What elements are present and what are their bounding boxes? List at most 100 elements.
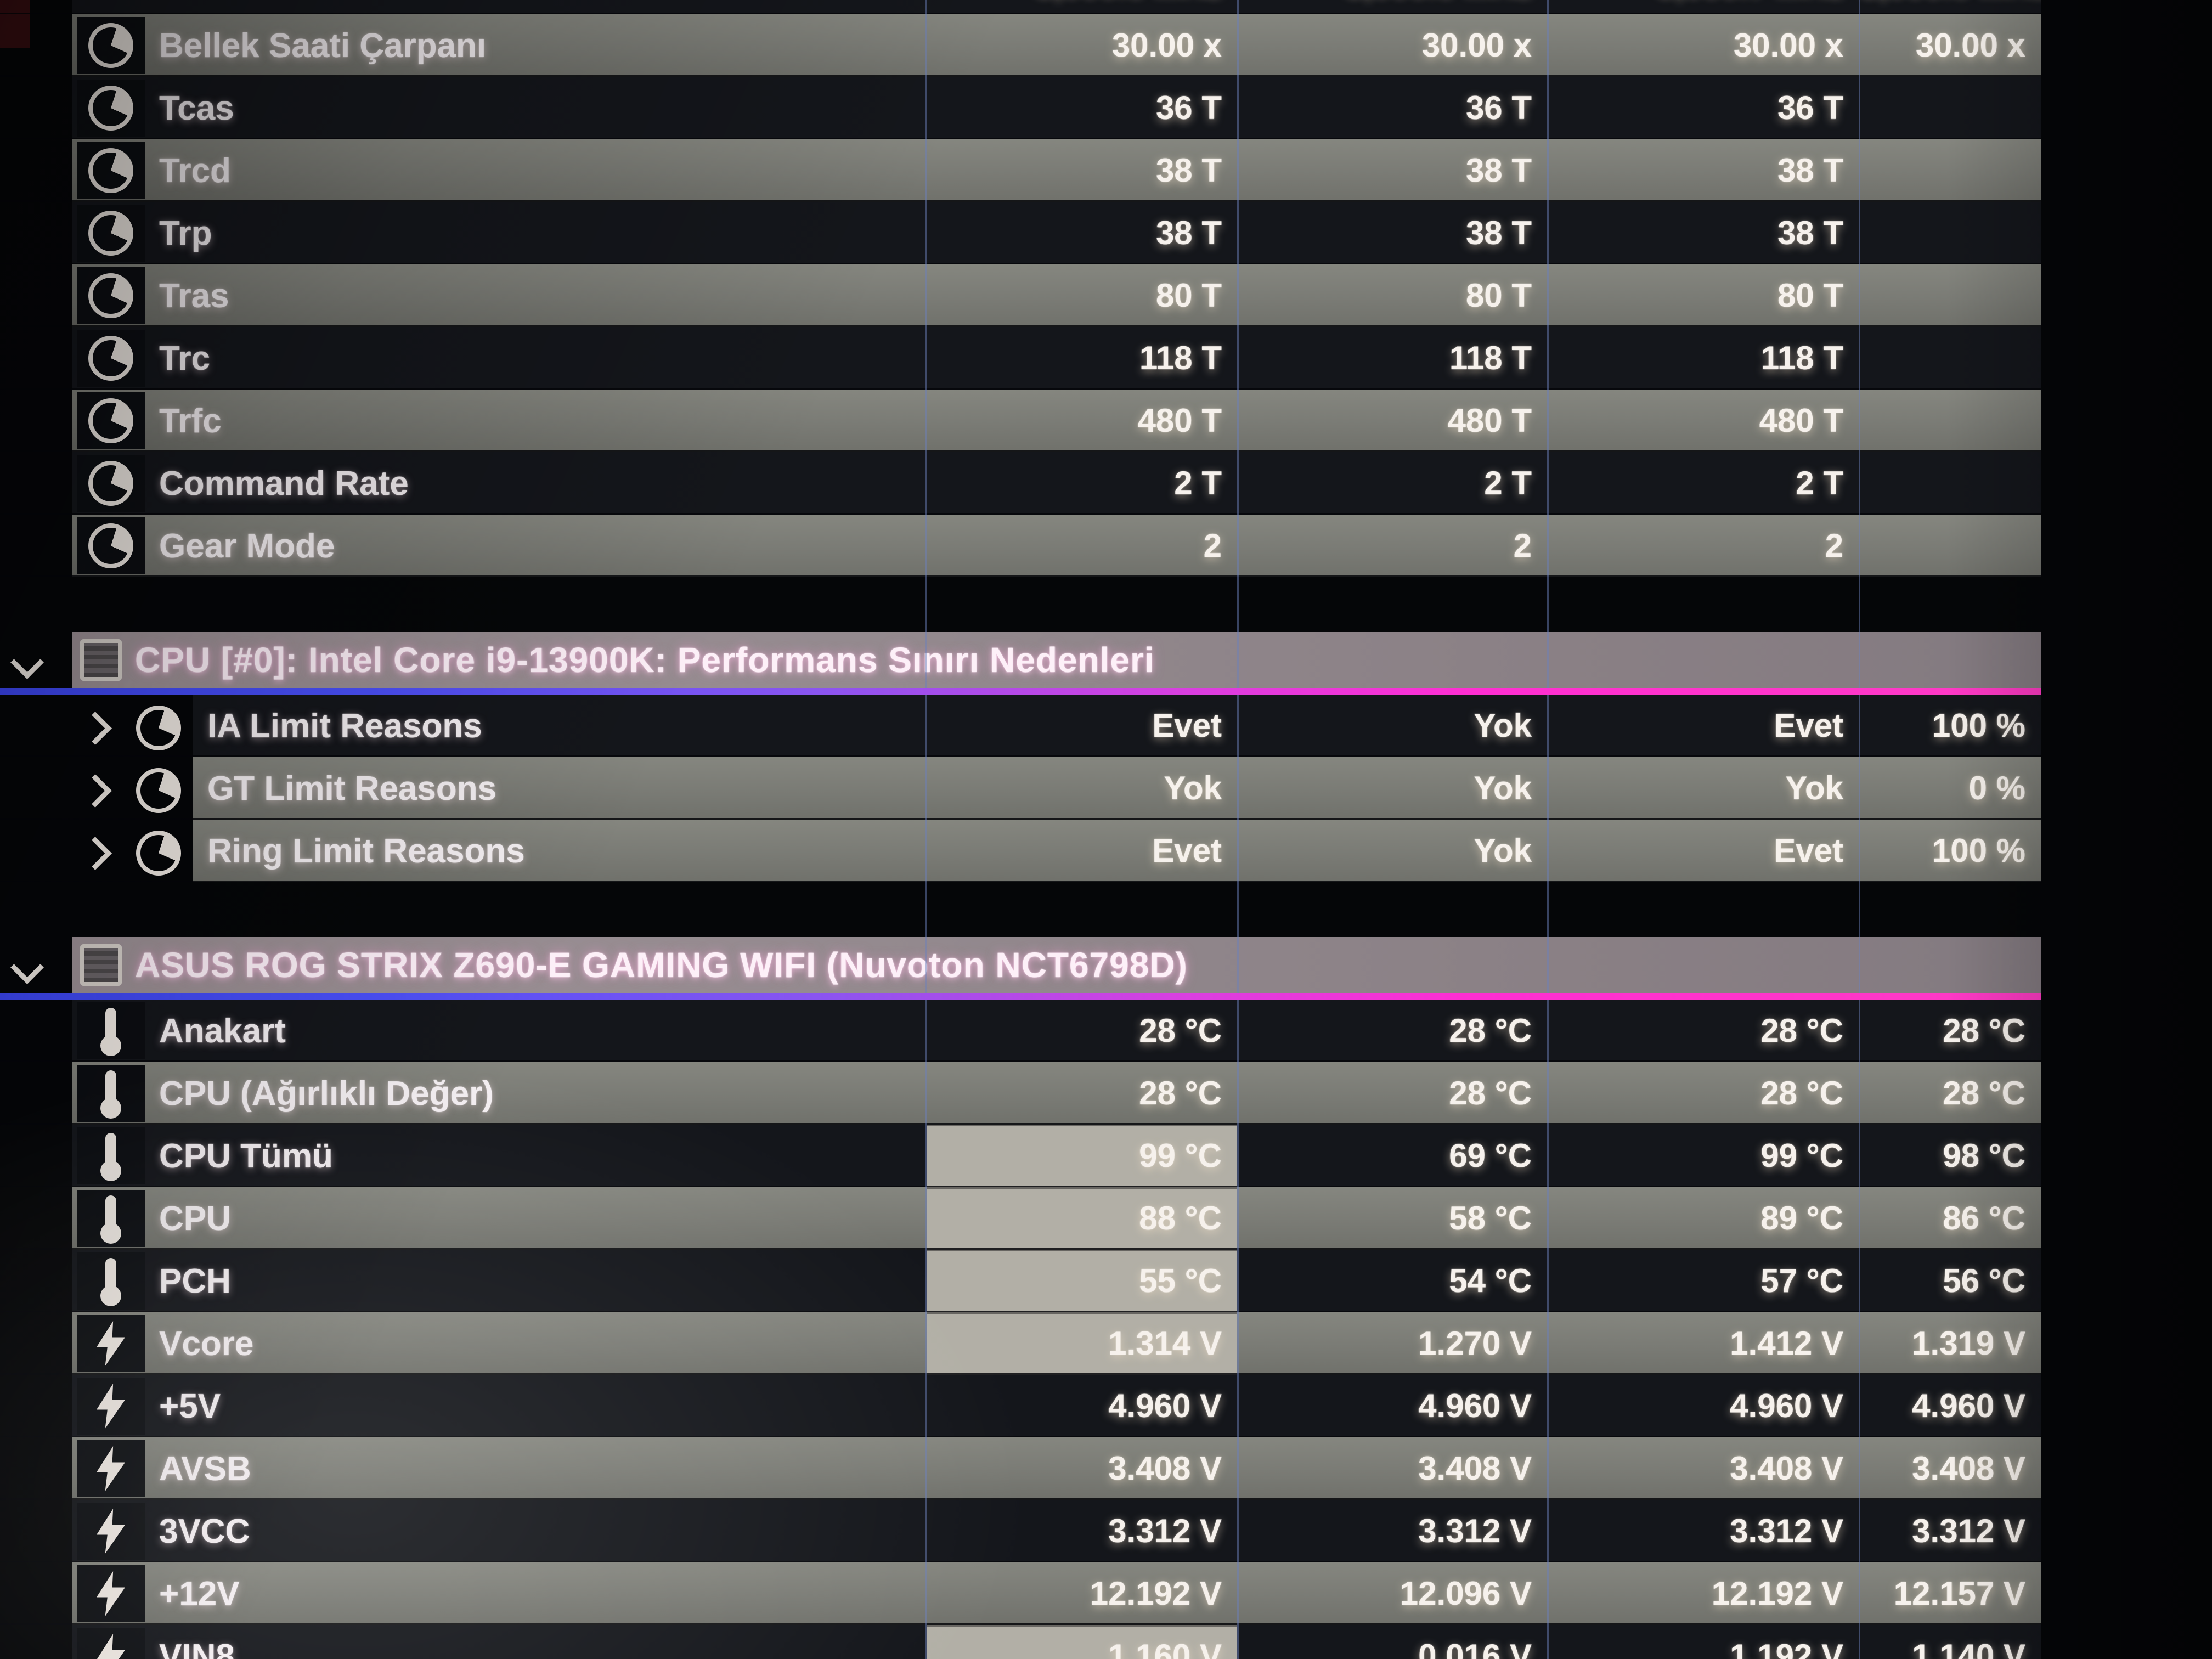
chevron-right-icon[interactable] (78, 837, 112, 870)
value-cell[interactable]: 99 °C (927, 1125, 1237, 1187)
value-cell[interactable]: 36 T (1465, 89, 1532, 126)
value-cell[interactable]: 4.960 V (1418, 1387, 1532, 1424)
value-cell[interactable]: 480 T (1137, 402, 1222, 439)
value-cell[interactable]: 3,000.0 MHz (927, 0, 1237, 14)
value-cell[interactable]: 36 T (1155, 89, 1222, 126)
value-cell[interactable]: 54 °C (1449, 1262, 1532, 1299)
value-cell[interactable]: 86 °C (1943, 1200, 2025, 1237)
value-cell[interactable]: 30.00 x (1111, 27, 1222, 64)
value-cell[interactable]: 56 °C (1943, 1262, 2025, 1299)
value-cell[interactable]: 38 T (1155, 215, 1222, 251)
value-cell[interactable]: 1.160 V (927, 1625, 1237, 1659)
sensor-row[interactable]: VIN8 1.160 V 0.016 V 1.192 V 1.140 V (0, 1625, 2041, 1659)
value-cell[interactable]: 88 °C (927, 1187, 1237, 1250)
sensor-row[interactable]: CPU 88 °C 58 °C 89 °C 86 °C (0, 1187, 2041, 1250)
value-cell[interactable]: 2 (1825, 527, 1843, 564)
value-cell[interactable]: 100 % (1932, 707, 2025, 744)
value-cell[interactable]: 1.319 V (1912, 1325, 2025, 1362)
value-cell[interactable]: 80 T (1777, 277, 1843, 314)
value-cell[interactable]: 1.140 V (1912, 1638, 2025, 1659)
value-cell[interactable]: 69 °C (1449, 1137, 1532, 1174)
chevron-down-icon[interactable] (10, 951, 44, 984)
sensor-row[interactable]: GT Limit Reasons Yok Yok Yok 0 % (0, 757, 2041, 820)
value-cell[interactable]: 1.270 V (1418, 1325, 1532, 1362)
value-cell[interactable]: 80 T (1465, 277, 1532, 314)
sensor-row[interactable]: Tras 80 T 80 T 80 T (0, 264, 2041, 327)
value-cell[interactable]: 2 (1203, 527, 1222, 564)
value-cell[interactable]: 3.312 V (1108, 1513, 1222, 1549)
value-cell[interactable]: 3.408 V (1912, 1450, 2025, 1487)
value-cell[interactable]: 28 °C (1760, 1012, 1843, 1049)
value-cell[interactable]: 28 °C (1760, 1075, 1843, 1111)
value-cell[interactable]: 28 °C (1943, 1075, 2025, 1111)
value-cell[interactable]: 57 °C (1760, 1262, 1843, 1299)
value-cell[interactable]: 3.408 V (1108, 1450, 1222, 1487)
sensor-row[interactable]: Trc 118 T 118 T 118 T (0, 327, 2041, 390)
sensor-table[interactable]: 3,000.0 MHz3,000.0 MHz3,000.7 MHz3,000.0… (0, 0, 2041, 1659)
value-cell[interactable]: Evet (1774, 707, 1843, 744)
value-cell[interactable]: 2 T (1484, 465, 1532, 501)
value-cell[interactable]: Yok (1164, 770, 1222, 806)
value-cell[interactable]: Yok (1474, 707, 1532, 744)
value-cell[interactable]: 80 T (1155, 277, 1222, 314)
value-cell[interactable]: 2 T (1796, 465, 1843, 501)
chevron-down-icon[interactable] (10, 646, 44, 679)
value-cell[interactable]: 1.412 V (1730, 1325, 1843, 1362)
sensor-row[interactable]: +5V 4.960 V 4.960 V 4.960 V 4.960 V (0, 1375, 2041, 1437)
value-cell[interactable]: 12.157 V (1893, 1575, 2025, 1612)
sensor-row[interactable]: IA Limit Reasons Evet Yok Evet 100 % (0, 695, 2041, 757)
value-cell[interactable]: 28 °C (1139, 1075, 1222, 1111)
sensor-row[interactable]: AVSB 3.408 V 3.408 V 3.408 V 3.408 V (0, 1437, 2041, 1500)
value-cell[interactable]: 118 T (1760, 340, 1843, 376)
value-cell[interactable]: Yok (1474, 832, 1532, 869)
value-cell[interactable]: 480 T (1447, 402, 1532, 439)
value-cell[interactable]: 1.192 V (1730, 1638, 1843, 1659)
value-cell[interactable]: Yok (1474, 770, 1532, 806)
chevron-right-icon[interactable] (78, 774, 112, 808)
value-cell[interactable]: 38 T (1777, 215, 1843, 251)
value-cell[interactable]: 3.408 V (1730, 1450, 1843, 1487)
section-header-row[interactable]: ASUS ROG STRIX Z690-E GAMING WIFI (Nuvot… (0, 937, 2041, 1000)
sensor-row[interactable]: PCH 55 °C 54 °C 57 °C 56 °C (0, 1250, 2041, 1312)
value-cell[interactable]: 3.312 V (1730, 1513, 1843, 1549)
value-cell[interactable]: 2 T (1174, 465, 1222, 501)
value-cell[interactable]: 99 °C (1760, 1137, 1843, 1174)
value-cell[interactable]: 118 T (1449, 340, 1532, 376)
sensor-row[interactable]: Vcore 1.314 V 1.270 V 1.412 V 1.319 V (0, 1312, 2041, 1375)
value-cell[interactable]: 2 (1513, 527, 1532, 564)
sensor-row[interactable]: Gear Mode 2 2 2 (0, 515, 2041, 577)
section-header-row[interactable]: CPU [#0]: Intel Core i9-13900K: Performa… (0, 632, 2041, 695)
value-cell[interactable]: 28 °C (1449, 1075, 1532, 1111)
value-cell[interactable]: 4.960 V (1108, 1387, 1222, 1424)
value-cell[interactable]: 1.314 V (927, 1312, 1237, 1375)
value-cell[interactable]: Evet (1152, 707, 1222, 744)
value-cell[interactable]: 38 T (1777, 152, 1843, 189)
value-cell[interactable]: 38 T (1465, 215, 1532, 251)
value-cell[interactable]: 30.00 x (1733, 27, 1843, 64)
value-cell[interactable]: 100 % (1932, 832, 2025, 869)
value-cell[interactable]: 3.408 V (1418, 1450, 1532, 1487)
sensor-row[interactable]: Command Rate 2 T 2 T 2 T (0, 452, 2041, 515)
value-cell[interactable]: 38 T (1465, 152, 1532, 189)
value-cell[interactable]: 89 °C (1760, 1200, 1843, 1237)
value-cell[interactable]: Yok (1785, 770, 1843, 806)
sensor-row[interactable]: 3VCC 3.312 V 3.312 V 3.312 V 3.312 V (0, 1500, 2041, 1562)
value-cell[interactable]: 58 °C (1449, 1200, 1532, 1237)
value-cell[interactable]: 4.960 V (1912, 1387, 2025, 1424)
value-cell[interactable]: 3.312 V (1912, 1513, 2025, 1549)
value-cell[interactable]: 12.192 V (1711, 1575, 1843, 1612)
value-cell[interactable]: 30.00 x (1915, 27, 2025, 64)
chevron-right-icon[interactable] (78, 712, 112, 745)
sensor-row[interactable]: CPU Tümü 99 °C 69 °C 99 °C 98 °C (0, 1125, 2041, 1187)
sensor-row[interactable]: Trcd 38 T 38 T 38 T (0, 139, 2041, 202)
value-cell[interactable]: 30.00 x (1421, 27, 1532, 64)
value-cell[interactable]: Evet (1774, 832, 1843, 869)
sensor-row[interactable]: Anakart 28 °C 28 °C 28 °C 28 °C (0, 1000, 2041, 1062)
value-cell[interactable]: 3,000.0 MHz (1860, 0, 2041, 14)
sensor-row[interactable]: Trp 38 T 38 T 38 T (0, 202, 2041, 264)
sensor-row[interactable]: 3,000.0 MHz3,000.0 MHz3,000.7 MHz3,000.0… (0, 0, 2041, 14)
value-cell[interactable]: 0.016 V (1418, 1638, 1532, 1659)
sensor-row[interactable]: +12V 12.192 V 12.096 V 12.192 V 12.157 V (0, 1562, 2041, 1625)
sensor-row[interactable]: Bellek Saati Çarpanı 30.00 x 30.00 x 30.00 … (0, 14, 2041, 77)
value-cell[interactable]: 3,000.0 MHz (1239, 0, 1547, 14)
